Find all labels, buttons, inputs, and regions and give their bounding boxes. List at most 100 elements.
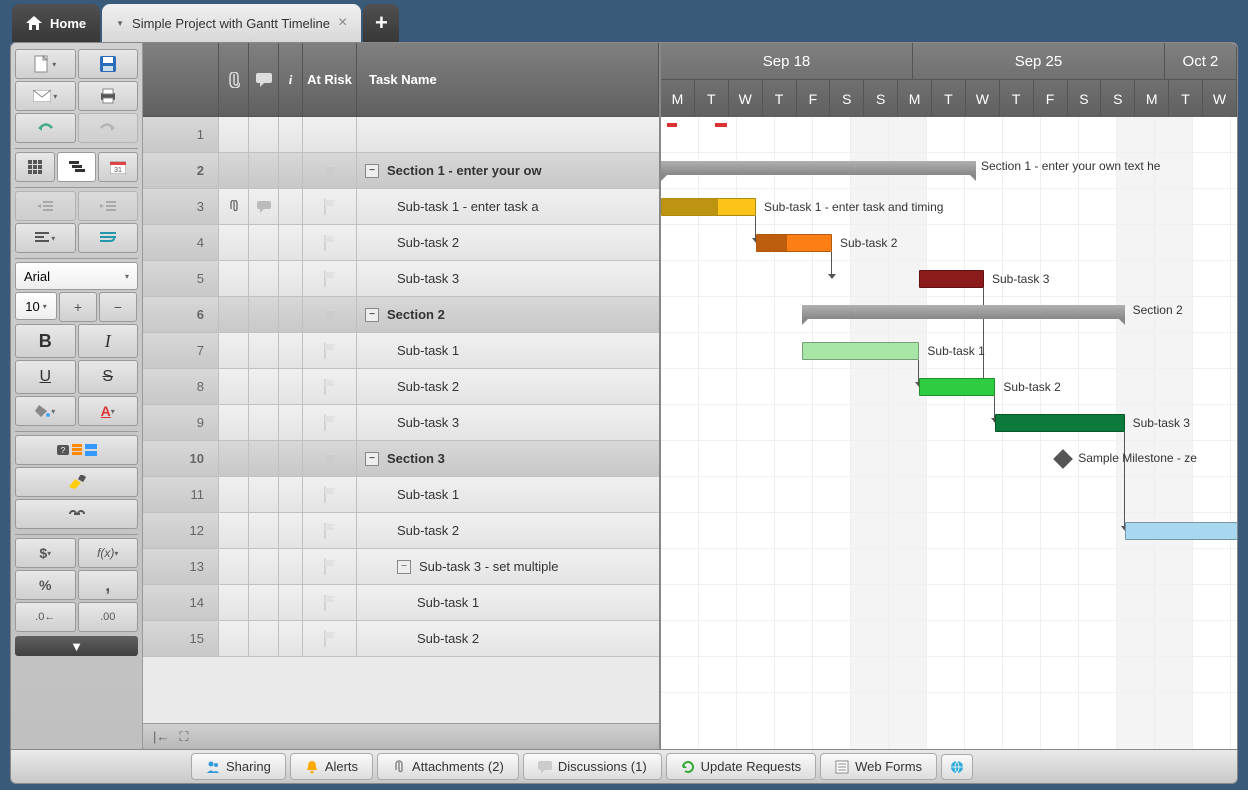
cell-risk[interactable] bbox=[303, 369, 357, 404]
conditional-format-button[interactable]: ? bbox=[15, 435, 138, 465]
print-button[interactable] bbox=[78, 81, 139, 111]
table-row[interactable]: 7Sub-task 1 bbox=[143, 333, 659, 369]
indent-button[interactable] bbox=[78, 191, 139, 221]
gantt-task-bar[interactable] bbox=[1125, 522, 1237, 540]
table-row[interactable]: 6−Section 2 bbox=[143, 297, 659, 333]
cell-attach[interactable] bbox=[219, 261, 249, 296]
font-size-select[interactable]: 10▾ bbox=[15, 292, 57, 320]
cell-comment[interactable] bbox=[249, 513, 279, 548]
link-button[interactable] bbox=[15, 499, 138, 529]
cell-task-name[interactable]: Sub-task 2 bbox=[357, 369, 659, 404]
save-button[interactable] bbox=[78, 49, 139, 79]
cell-risk[interactable] bbox=[303, 117, 357, 152]
table-row[interactable]: 8Sub-task 2 bbox=[143, 369, 659, 405]
table-row[interactable]: 3Sub-task 1 - enter task a bbox=[143, 189, 659, 225]
underline-button[interactable]: U bbox=[15, 360, 76, 394]
collapse-button[interactable]: − bbox=[365, 452, 379, 466]
cell-comment[interactable] bbox=[249, 621, 279, 656]
cell-task-name[interactable]: −Sub-task 3 - set multiple bbox=[357, 549, 659, 584]
cell-task-name[interactable]: Sub-task 1 - enter task a bbox=[357, 189, 659, 224]
column-at-risk[interactable]: At Risk bbox=[303, 43, 357, 116]
font-decrease-button[interactable]: − bbox=[99, 292, 137, 322]
table-row[interactable]: 5Sub-task 3 bbox=[143, 261, 659, 297]
table-row[interactable]: 15Sub-task 2 bbox=[143, 621, 659, 657]
gantt-task-bar[interactable] bbox=[661, 198, 756, 216]
toolbar-expand-button[interactable]: ▼ bbox=[15, 636, 138, 656]
expand-all-icon[interactable]: ⛶ bbox=[179, 729, 188, 745]
column-comments[interactable] bbox=[249, 43, 279, 116]
tab-close-icon[interactable]: × bbox=[338, 14, 347, 32]
thousands-button[interactable]: , bbox=[78, 570, 139, 600]
font-family-select[interactable]: Arial ▾ bbox=[15, 262, 138, 290]
tab-project[interactable]: ▼ Simple Project with Gantt Timeline × bbox=[102, 4, 361, 42]
alerts-tab[interactable]: Alerts bbox=[290, 753, 373, 780]
calendar-view-button[interactable]: 31 bbox=[98, 152, 138, 182]
tab-dropdown-icon[interactable]: ▼ bbox=[116, 19, 124, 28]
sharing-tab[interactable]: Sharing bbox=[191, 753, 286, 780]
column-info[interactable]: i bbox=[279, 43, 303, 116]
decrease-decimal-button[interactable]: .0← bbox=[15, 602, 76, 632]
cell-risk[interactable] bbox=[303, 477, 357, 512]
cell-comment[interactable] bbox=[249, 189, 279, 224]
align-button[interactable]: ▾ bbox=[15, 223, 76, 253]
goto-start-icon[interactable]: |← bbox=[153, 729, 169, 744]
globe-tab[interactable] bbox=[941, 754, 973, 780]
percent-button[interactable]: % bbox=[15, 570, 76, 600]
cell-risk[interactable] bbox=[303, 189, 357, 224]
cell-attach[interactable] bbox=[219, 549, 249, 584]
text-color-button[interactable]: A▾ bbox=[78, 396, 139, 426]
cell-attach[interactable] bbox=[219, 153, 249, 188]
tab-new[interactable]: + bbox=[363, 4, 399, 42]
cell-task-name[interactable]: −Section 2 bbox=[357, 297, 659, 332]
cell-comment[interactable] bbox=[249, 549, 279, 584]
cell-comment[interactable] bbox=[249, 477, 279, 512]
italic-button[interactable]: I bbox=[78, 324, 139, 358]
cell-task-name[interactable]: Sub-task 2 bbox=[357, 513, 659, 548]
cell-task-name[interactable]: Sub-task 2 bbox=[357, 225, 659, 260]
table-row[interactable]: 4Sub-task 2 bbox=[143, 225, 659, 261]
table-row[interactable]: 13−Sub-task 3 - set multiple bbox=[143, 549, 659, 585]
email-button[interactable]: ▾ bbox=[15, 81, 76, 111]
cell-task-name[interactable] bbox=[357, 117, 659, 152]
cell-risk[interactable] bbox=[303, 585, 357, 620]
cell-attach[interactable] bbox=[219, 477, 249, 512]
redo-button[interactable] bbox=[78, 113, 139, 143]
increase-decimal-button[interactable]: .00 bbox=[78, 602, 139, 632]
cell-risk[interactable] bbox=[303, 333, 357, 368]
cell-comment[interactable] bbox=[249, 405, 279, 440]
cell-risk[interactable] bbox=[303, 405, 357, 440]
updates-tab[interactable]: Update Requests bbox=[666, 753, 816, 780]
cell-attach[interactable] bbox=[219, 297, 249, 332]
collapse-button[interactable]: − bbox=[365, 308, 379, 322]
cell-task-name[interactable]: Sub-task 3 bbox=[357, 405, 659, 440]
outdent-button[interactable] bbox=[15, 191, 76, 221]
gantt-task-bar[interactable] bbox=[802, 342, 920, 360]
cell-task-name[interactable]: Sub-task 1 bbox=[357, 333, 659, 368]
cell-task-name[interactable]: Sub-task 2 bbox=[357, 621, 659, 656]
cell-attach[interactable] bbox=[219, 405, 249, 440]
cell-task-name[interactable]: −Section 1 - enter your ow bbox=[357, 153, 659, 188]
cell-comment[interactable] bbox=[249, 297, 279, 332]
cell-attach[interactable] bbox=[219, 225, 249, 260]
cell-risk[interactable] bbox=[303, 153, 357, 188]
gantt-view-button[interactable] bbox=[57, 152, 97, 182]
cell-comment[interactable] bbox=[249, 585, 279, 620]
cell-risk[interactable] bbox=[303, 441, 357, 476]
table-row[interactable]: 10−Section 3 bbox=[143, 441, 659, 477]
column-task-name[interactable]: Task Name bbox=[357, 43, 659, 116]
cell-risk[interactable] bbox=[303, 549, 357, 584]
cell-attach[interactable] bbox=[219, 621, 249, 656]
cell-attach[interactable] bbox=[219, 333, 249, 368]
cell-risk[interactable] bbox=[303, 297, 357, 332]
cell-comment[interactable] bbox=[249, 153, 279, 188]
collapse-button[interactable]: − bbox=[397, 560, 411, 574]
cell-attach[interactable] bbox=[219, 441, 249, 476]
column-attachments[interactable] bbox=[219, 43, 249, 116]
gantt-task-bar[interactable] bbox=[919, 378, 995, 396]
highlight-button[interactable] bbox=[15, 467, 138, 497]
table-row[interactable]: 9Sub-task 3 bbox=[143, 405, 659, 441]
cell-comment[interactable] bbox=[249, 261, 279, 296]
gantt-task-bar[interactable] bbox=[919, 270, 984, 288]
tab-home[interactable]: Home bbox=[12, 4, 100, 42]
cell-task-name[interactable]: Sub-task 1 bbox=[357, 585, 659, 620]
